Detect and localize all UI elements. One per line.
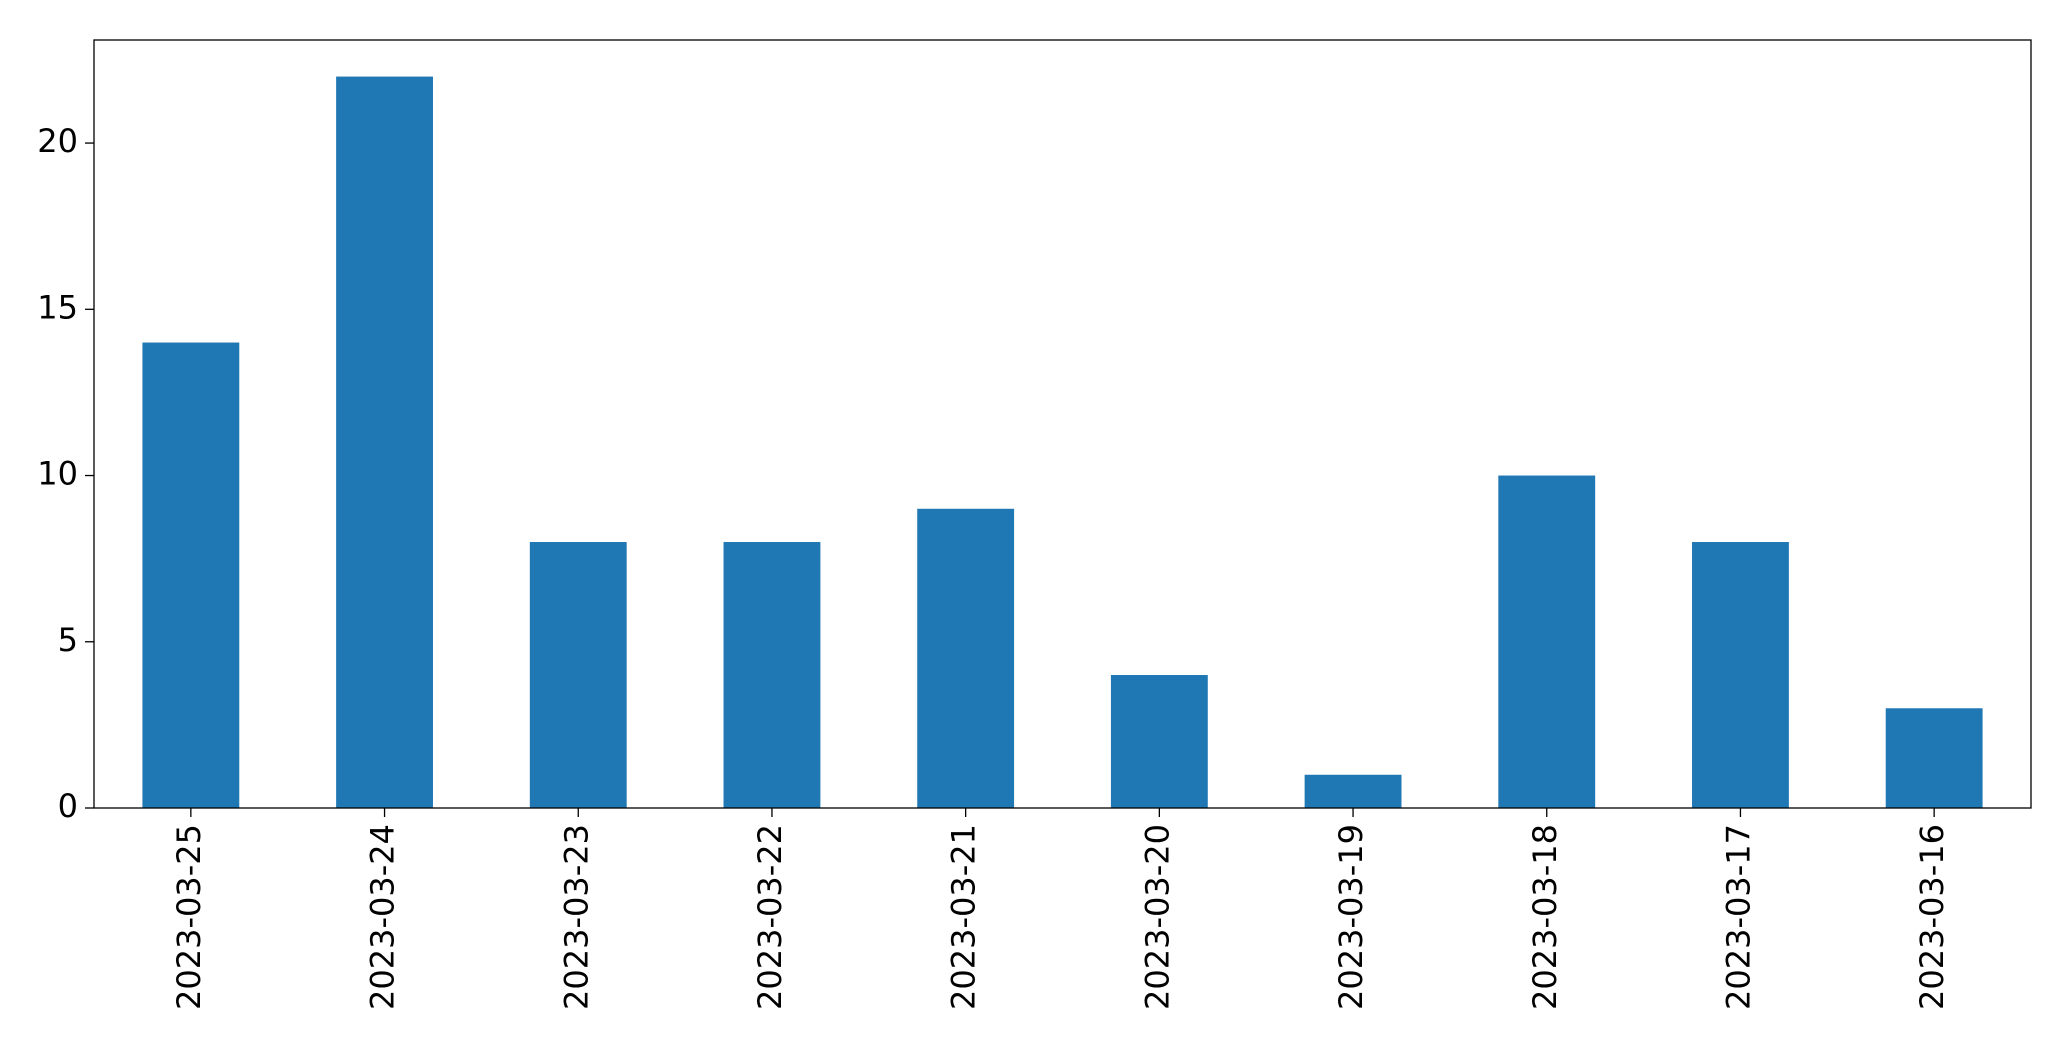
y-tick-label: 0	[58, 787, 78, 825]
axes-frame	[93, 39, 2032, 809]
bar	[1885, 708, 1983, 808]
y-tick-label: 15	[37, 288, 78, 326]
bar	[723, 542, 821, 808]
bar	[917, 508, 1015, 808]
x-tick-label: 2023-03-20	[1138, 824, 1176, 1010]
x-tick-label: 2023-03-25	[170, 824, 208, 1010]
x-tick-label: 2023-03-18	[1526, 824, 1564, 1010]
x-tick-label: 2023-03-23	[557, 824, 595, 1010]
bar	[142, 342, 240, 808]
x-tick-label: 2023-03-19	[1332, 824, 1370, 1010]
y-tick-label: 5	[58, 621, 78, 659]
x-tick-label: 2023-03-24	[364, 824, 402, 1010]
bar	[336, 76, 433, 809]
y-tick-label: 20	[37, 122, 78, 160]
bar	[1110, 675, 1208, 808]
bar	[1498, 475, 1596, 808]
x-tick-label: 2023-03-17	[1719, 824, 1757, 1010]
bar	[529, 542, 627, 808]
x-tick-label: 2023-03-22	[751, 824, 789, 1010]
x-tick-label: 2023-03-21	[945, 824, 983, 1010]
bar	[1304, 774, 1402, 808]
bar	[1692, 542, 1789, 808]
x-tick-label: 2023-03-16	[1913, 824, 1951, 1010]
y-tick-label: 10	[37, 455, 78, 493]
